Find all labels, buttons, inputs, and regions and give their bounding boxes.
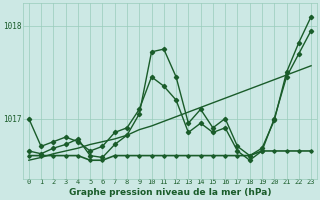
X-axis label: Graphe pression niveau de la mer (hPa): Graphe pression niveau de la mer (hPa) (69, 188, 271, 197)
